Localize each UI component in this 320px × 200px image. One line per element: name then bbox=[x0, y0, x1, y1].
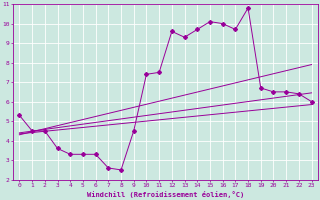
X-axis label: Windchill (Refroidissement éolien,°C): Windchill (Refroidissement éolien,°C) bbox=[87, 191, 244, 198]
